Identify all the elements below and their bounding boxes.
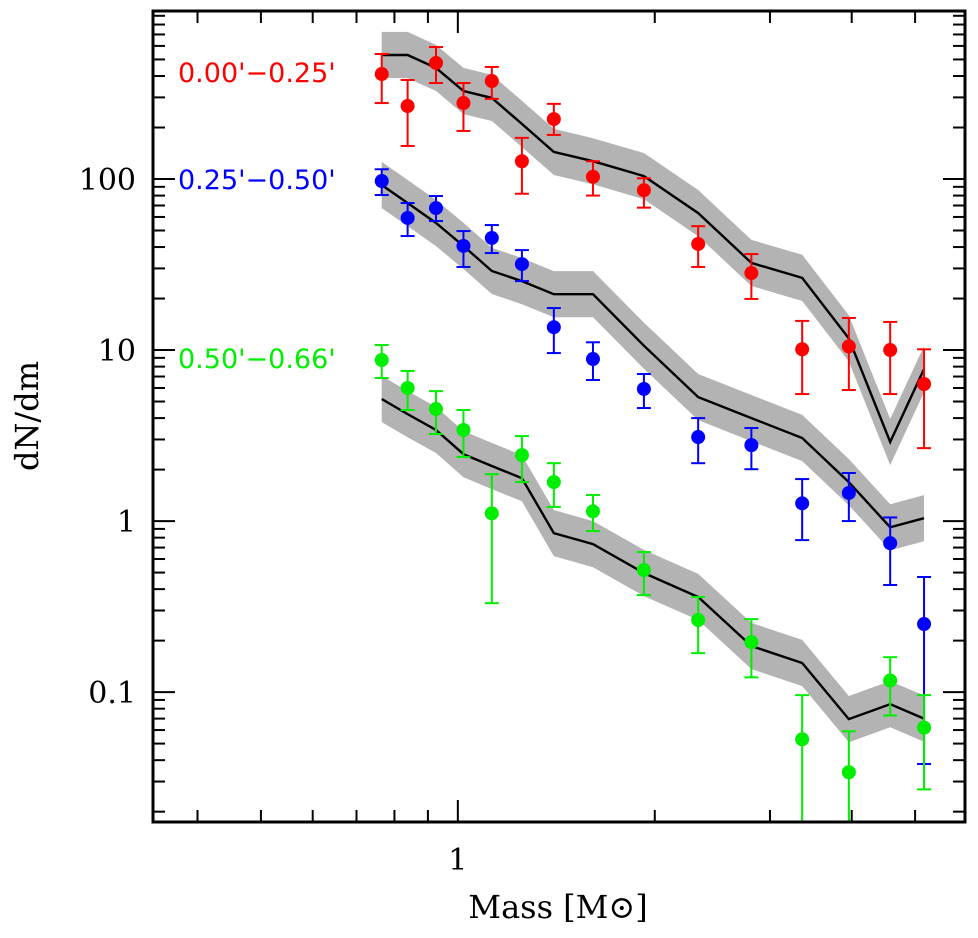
data-point — [546, 320, 561, 335]
data-point — [400, 380, 415, 395]
y-axis-title: dN/dm — [8, 361, 46, 471]
series-labels: 0.00'−0.25' 0.25'−0.50' 0.50'−0.66' — [178, 58, 336, 375]
error-bars — [374, 46, 932, 822]
data-point — [484, 506, 499, 521]
data-point — [514, 448, 529, 463]
data-point — [917, 377, 932, 392]
data-point — [428, 402, 443, 417]
data-point — [744, 438, 759, 453]
y-tick-label: 10 — [98, 334, 136, 369]
data-points — [374, 55, 932, 780]
axis-ticks — [153, 11, 965, 822]
model-band-2 — [381, 376, 924, 743]
data-point — [883, 673, 898, 688]
data-point — [795, 496, 810, 511]
data-point — [883, 343, 898, 358]
data-point — [514, 257, 529, 272]
model-lines — [381, 53, 926, 721]
data-point — [585, 169, 600, 184]
y-tick-label: 100 — [79, 163, 136, 198]
data-point — [456, 96, 471, 111]
data-point — [374, 353, 389, 368]
data-point — [636, 381, 651, 396]
data-point — [456, 238, 471, 253]
data-point — [917, 617, 932, 632]
data-point — [546, 112, 561, 127]
model-line-2 — [381, 397, 925, 721]
data-point — [917, 720, 932, 735]
x-tick-label: 1 — [448, 843, 467, 878]
series-label-0: 0.00'−0.25' — [178, 58, 336, 89]
error-bar — [917, 694, 932, 791]
data-point — [841, 765, 856, 780]
data-point — [456, 422, 471, 437]
error-bar — [795, 694, 810, 822]
error-bar — [883, 516, 898, 586]
data-point — [428, 55, 443, 70]
series-label-1: 0.25'−0.50' — [178, 165, 336, 196]
data-point — [841, 339, 856, 354]
error-bar — [883, 320, 898, 396]
data-point — [484, 230, 499, 245]
data-point — [744, 635, 759, 650]
error-bar — [917, 348, 932, 450]
data-point — [691, 430, 706, 445]
data-point — [795, 342, 810, 357]
data-point — [400, 99, 415, 114]
error-bar — [484, 473, 499, 605]
data-point — [636, 563, 651, 578]
error-bar — [795, 319, 810, 396]
data-point — [795, 732, 810, 747]
plot-border — [151, 9, 967, 824]
data-point — [484, 74, 499, 89]
error-bar — [841, 316, 856, 391]
plot-frame — [151, 9, 967, 824]
data-point — [744, 266, 759, 281]
model-line-1 — [381, 184, 925, 529]
data-point — [585, 504, 600, 519]
model-bands — [381, 31, 924, 743]
data-point — [883, 536, 898, 551]
model-band-0 — [381, 31, 924, 466]
data-point — [514, 154, 529, 169]
data-point — [691, 236, 706, 251]
x-axis-title: Mass [M⊙] — [468, 888, 647, 926]
data-point — [585, 352, 600, 367]
y-tick-label: 0.1 — [88, 676, 136, 711]
data-point — [400, 210, 415, 225]
y-tick-label: 1 — [117, 505, 136, 540]
data-point — [428, 201, 443, 216]
data-point — [374, 67, 389, 82]
data-point — [374, 174, 389, 189]
tick-labels: 1 100 10 1 0.1 — [79, 163, 468, 878]
data-point — [636, 183, 651, 198]
data-point — [546, 475, 561, 490]
series-label-2: 0.50'−0.66' — [178, 344, 336, 375]
data-point — [691, 612, 706, 627]
data-point — [841, 485, 856, 500]
